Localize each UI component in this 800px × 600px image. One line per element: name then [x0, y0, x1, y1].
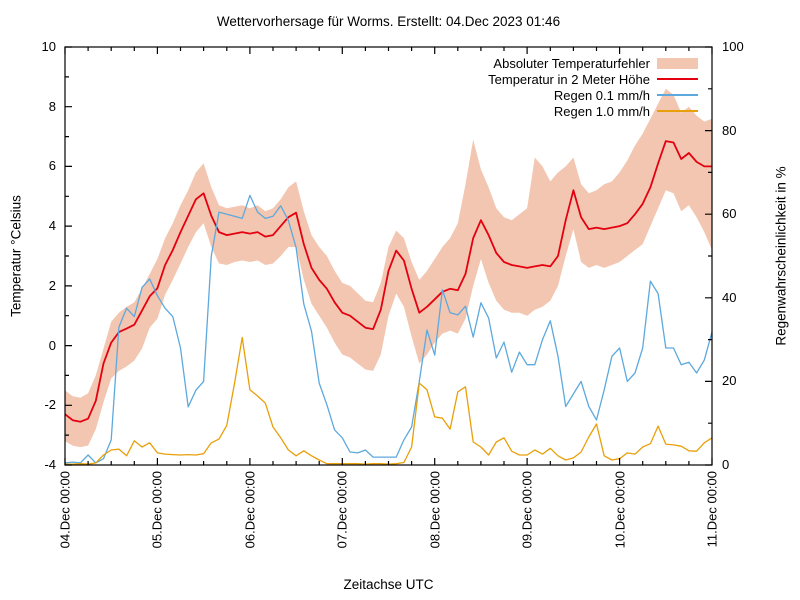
- legend-band-swatch: [657, 57, 698, 69]
- date-tick-label: 09.Dec 00:00: [519, 471, 535, 549]
- legend: Absoluter Temperaturfehler Temperatur in …: [488, 55, 698, 119]
- rain-tick-label: 60: [722, 206, 737, 222]
- temp-tick-label: -2: [44, 397, 56, 413]
- rain-01-line: [64, 194, 713, 464]
- rain-tick-label: 0: [722, 457, 730, 472]
- legend-item: Absoluter Temperaturfehler: [488, 55, 698, 71]
- axis-ticks: [64, 46, 713, 466]
- date-tick-label: 08.Dec 00:00: [427, 471, 443, 549]
- legend-line-swatch: [657, 78, 698, 80]
- legend-label: Regen 0.1 mm/h: [553, 87, 650, 103]
- temp-tick-label: 2: [48, 277, 56, 293]
- date-tick-label: 10.Dec 00:00: [612, 471, 628, 549]
- temp-tick-label: 0: [48, 337, 56, 353]
- legend-item: Temperatur in 2 Meter Höhe: [488, 71, 698, 87]
- x-axis-title: Zeitachse UTC: [343, 577, 434, 592]
- date-tick-label: 07.Dec 00:00: [334, 471, 350, 549]
- legend-label: Absoluter Temperaturfehler: [493, 55, 650, 71]
- legend-item: Regen 1.0 mm/h: [488, 103, 698, 119]
- temp-tick-label: 6: [48, 158, 56, 174]
- rain-tick-label: 40: [722, 289, 737, 305]
- rain-tick-label: 20: [722, 373, 737, 389]
- date-tick-label: 06.Dec 00:00: [242, 471, 258, 549]
- legend-item: Regen 0.1 mm/h: [488, 87, 698, 103]
- legend-line-swatch: [657, 110, 698, 112]
- legend-label: Regen 1.0 mm/h: [553, 103, 650, 119]
- temp-tick-label: 10: [41, 39, 56, 54]
- rain-10-line: [65, 336, 713, 465]
- left-axis-title: Temperatur °Celsius: [8, 195, 24, 317]
- date-tick-label: 11.Dec 00:00: [704, 471, 720, 548]
- date-tick-label: 04.Dec 00:00: [57, 471, 73, 549]
- temp-tick-label: 4: [48, 218, 56, 234]
- chart-title: Wettervorhersage für Worms. Erstellt: 04…: [216, 14, 561, 29]
- right-axis-title: Regenwahrscheinlichkeit in %: [773, 166, 789, 346]
- temp-tick-label: 8: [48, 98, 56, 114]
- temp-tick-label: -4: [44, 457, 56, 472]
- rain-tick-label: 80: [722, 122, 737, 138]
- temperature-line: [64, 140, 712, 423]
- legend-line-swatch: [657, 94, 698, 96]
- rain-tick-label: 100: [722, 39, 744, 54]
- legend-label: Temperatur in 2 Meter Höhe: [488, 71, 650, 87]
- date-tick-label: 05.Dec 00:00: [149, 471, 165, 549]
- temp-error-band: [65, 88, 712, 448]
